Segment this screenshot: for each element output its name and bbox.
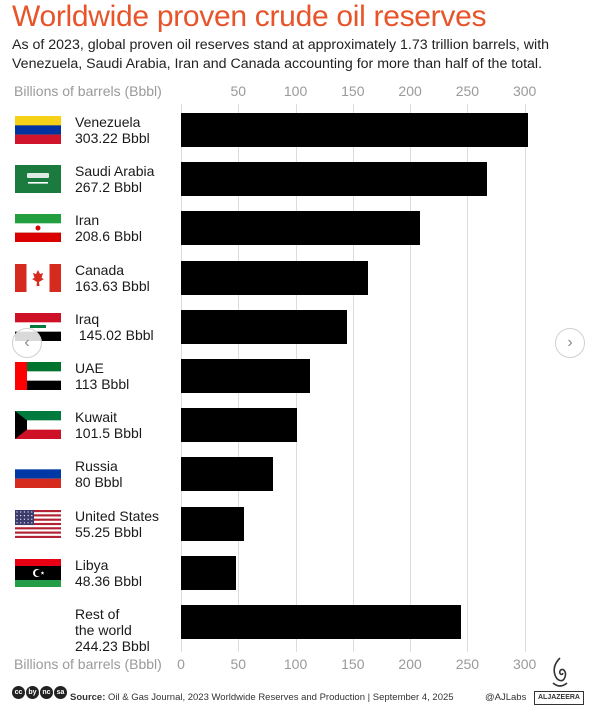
bar-label: Iran 208.6 Bbbl xyxy=(75,212,142,245)
bar-label: Russia 80 Bbbl xyxy=(75,458,123,491)
uae-flag-icon xyxy=(15,362,61,390)
iran-flag-icon xyxy=(15,214,61,243)
x-tick-label-bottom: 300 xyxy=(512,656,537,672)
bar xyxy=(181,605,461,639)
bar-label: Iraq 145.02 Bbbl xyxy=(75,310,154,343)
bar xyxy=(181,113,529,147)
ajlabs-handle: @AJLabs xyxy=(485,692,527,703)
source-label: Source: xyxy=(70,692,106,703)
gridline xyxy=(352,104,354,652)
carousel-prev-button[interactable]: ‹ xyxy=(12,328,42,358)
source-text: Oil & Gas Journal, 2023 Worldwide Reserv… xyxy=(105,692,454,703)
bar-label: Libya 48.36 Bbbl xyxy=(75,556,142,589)
x-tick-label-top: 150 xyxy=(341,83,365,99)
carousel-next-button[interactable]: › xyxy=(555,328,585,358)
x-tick-label-bottom: 200 xyxy=(398,656,422,672)
bar-label: Canada 163.63 Bbbl xyxy=(75,261,150,294)
x-axis-label-bottom: Billions of barrels (Bbbl) xyxy=(14,656,162,672)
bar xyxy=(181,555,237,590)
x-tick-label-top: 100 xyxy=(283,83,308,99)
x-tick-label-bottom: 150 xyxy=(341,656,365,672)
x-axis-label-top: Billions of barrels (Bbbl) xyxy=(14,83,162,99)
gridline xyxy=(524,104,526,652)
aljazeera-wordmark: ALJAZEERA xyxy=(534,691,584,705)
bar-label: Saudi Arabia 267.2 Bbbl xyxy=(75,163,155,196)
by-icon: by xyxy=(26,686,39,699)
chart-subtitle: As of 2023, global proven oil reserves s… xyxy=(12,37,550,72)
bar-label: Rest of the world 244.23 Bbbl xyxy=(75,606,150,654)
chart-title: Worldwide proven crude oil reserves xyxy=(12,0,487,33)
bar-label: Kuwait 101.5 Bbbl xyxy=(75,409,142,442)
source-note: Source: Oil & Gas Journal, 2023 Worldwid… xyxy=(70,692,454,703)
x-tick-label-bottom: 0 xyxy=(177,656,185,672)
x-tick-label-bottom: 50 xyxy=(230,656,247,672)
x-tick-label-top: 300 xyxy=(512,83,537,99)
canada-flag-icon xyxy=(15,263,61,292)
sa-icon: sa xyxy=(54,686,67,699)
gridline xyxy=(410,104,412,652)
kuwait-flag-icon xyxy=(15,411,61,440)
aljazeera-logo-icon xyxy=(552,657,568,687)
bar xyxy=(181,408,298,443)
x-tick-label-top: 250 xyxy=(455,83,480,99)
bar xyxy=(181,260,369,295)
bar xyxy=(181,309,348,344)
bar-label: United States 55.25 Bbbl xyxy=(75,507,160,540)
libya-flag-icon xyxy=(15,558,61,587)
x-tick-label-top: 50 xyxy=(230,83,247,99)
gridline xyxy=(467,104,469,652)
russia-flag-icon xyxy=(15,460,61,489)
bar xyxy=(181,457,273,492)
x-tick-label-bottom: 100 xyxy=(283,656,308,672)
united-states-flag-icon xyxy=(15,509,61,538)
bar xyxy=(181,211,420,246)
nc-icon: nc xyxy=(40,686,53,699)
bar xyxy=(181,506,245,541)
cc-icon: cc xyxy=(12,686,25,699)
bar-label: Venezuela 303.22 Bbbl xyxy=(75,114,150,146)
x-tick-label-top: 200 xyxy=(398,83,422,99)
bar xyxy=(181,359,311,393)
bar-label: UAE 113 Bbbl xyxy=(75,360,130,392)
x-tick-label-bottom: 250 xyxy=(455,656,480,672)
saudi-arabia-flag-icon xyxy=(15,165,61,194)
venezuela-flag-icon xyxy=(15,116,61,144)
bar xyxy=(181,162,488,197)
creative-commons-badge: cc by nc sa xyxy=(12,686,67,704)
